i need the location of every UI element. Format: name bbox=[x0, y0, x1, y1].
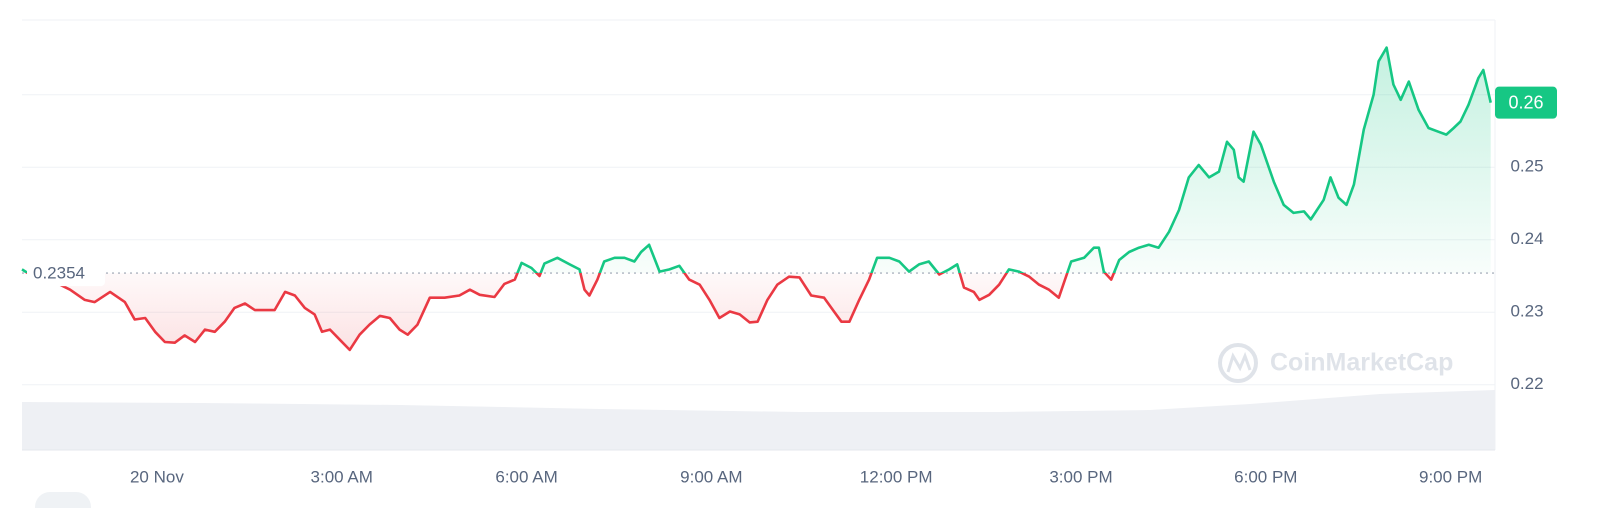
x-tick-label: 9:00 PM bbox=[1419, 467, 1482, 486]
baseline-label-bg bbox=[27, 260, 105, 287]
y-tick-label: 0.22 bbox=[1510, 374, 1543, 393]
y-tick-label: 0.23 bbox=[1510, 302, 1543, 321]
volume-area bbox=[22, 390, 1495, 450]
current-price-label: 0.26 bbox=[1508, 92, 1543, 112]
y-tick-label: 0.25 bbox=[1510, 157, 1543, 176]
baseline-label: 0.2354 bbox=[33, 264, 85, 283]
watermark-group: CoinMarketCap bbox=[1218, 343, 1453, 383]
x-tick-label: 9:00 AM bbox=[680, 467, 742, 486]
x-tick-label: 3:00 PM bbox=[1049, 467, 1112, 486]
x-tick-label: 6:00 AM bbox=[495, 467, 557, 486]
watermark-logo bbox=[1218, 343, 1258, 383]
watermark-text: CoinMarketCap bbox=[1270, 349, 1453, 377]
x-tick-label: 12:00 PM bbox=[860, 467, 933, 486]
area-fill bbox=[22, 47, 1491, 350]
current-price-badge bbox=[1495, 86, 1557, 119]
y-tick-label: 0.24 bbox=[1510, 229, 1543, 248]
x-tick-label: 6:00 PM bbox=[1234, 467, 1297, 486]
x-tick-label: 20 Nov bbox=[130, 467, 184, 486]
x-tick-label: 3:00 AM bbox=[311, 467, 373, 486]
price-line bbox=[21, 46, 1492, 352]
watermark-logo-mark bbox=[1226, 351, 1252, 373]
partial-button[interactable] bbox=[35, 492, 91, 508]
